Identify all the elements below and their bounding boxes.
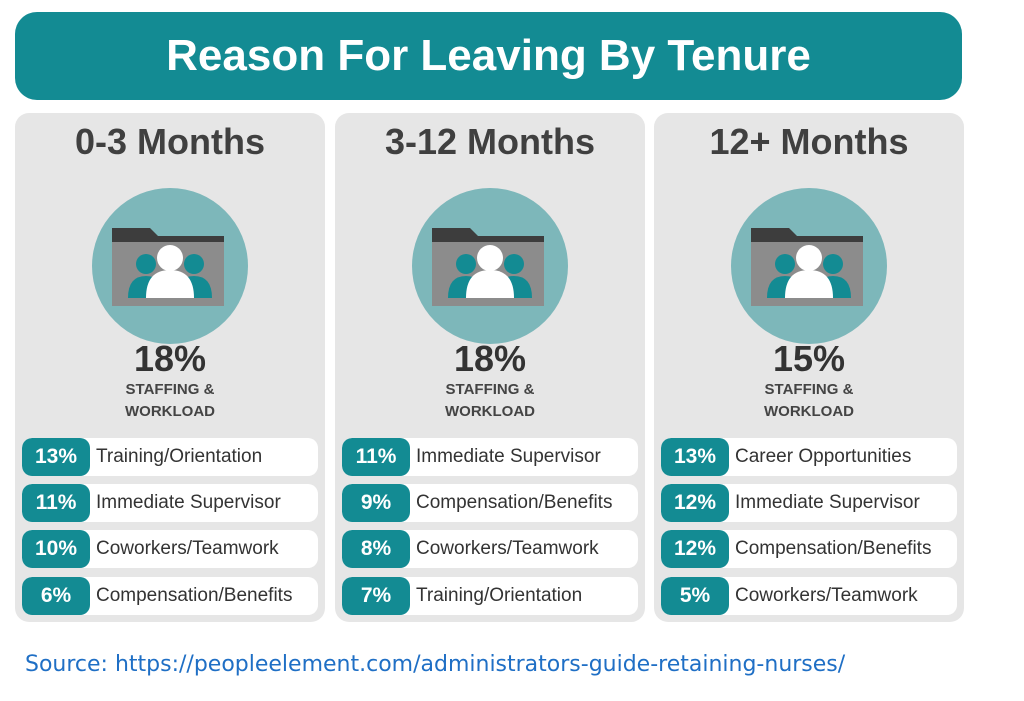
reason-row: 5% Coworkers/Teamwork xyxy=(661,577,957,615)
reason-percent: 6% xyxy=(22,577,90,615)
tenure-title: 12+ Months xyxy=(709,121,909,162)
reason-label: Compensation/Benefits xyxy=(735,538,932,559)
reason-label: Immediate Supervisor xyxy=(96,492,281,513)
reason-percent: 13% xyxy=(22,438,90,476)
reason-row: 12% Compensation/Benefits xyxy=(661,530,957,568)
top-percent: 15% xyxy=(772,338,846,379)
tenure-column: 0-3 Months 18% STAFFING & WORKLOAD 13% Traini… xyxy=(15,113,325,622)
folder-icon xyxy=(92,188,248,344)
tenure-column: 12+ Months 15% STAFFING & WORKLOAD 13% Career… xyxy=(654,113,964,622)
reason-percent: 8% xyxy=(342,530,410,568)
top-label: WORKLOAD xyxy=(125,403,215,420)
reason-percent: 13% xyxy=(661,438,729,476)
top-label: WORKLOAD xyxy=(764,403,854,420)
top-label: STAFFING & xyxy=(445,381,535,398)
reason-row: 9% Compensation/Benefits xyxy=(342,484,638,522)
reason-percent: 11% xyxy=(342,438,410,476)
reason-percent: 5% xyxy=(661,577,729,615)
reason-row: 13% Training/Orientation xyxy=(22,438,318,476)
reason-row: 6% Compensation/Benefits xyxy=(22,577,318,615)
reason-label: Compensation/Benefits xyxy=(416,492,613,513)
folder-icon xyxy=(412,188,568,344)
top-label: STAFFING & xyxy=(125,381,215,398)
tenure-title: 0-3 Months xyxy=(74,121,265,162)
reason-percent: 10% xyxy=(22,530,90,568)
reason-label: Compensation/Benefits xyxy=(96,585,293,606)
reason-percent: 12% xyxy=(661,530,729,568)
reason-row: 8% Coworkers/Teamwork xyxy=(342,530,638,568)
reason-label: Coworkers/Teamwork xyxy=(416,538,599,559)
top-percent: 18% xyxy=(133,338,207,379)
tenure-title: 3-12 Months xyxy=(384,121,596,162)
reason-label: Immediate Supervisor xyxy=(735,492,920,513)
reason-row: 10% Coworkers/Teamwork xyxy=(22,530,318,568)
tenure-column: 3-12 Months 18% STAFFING & WORKLOAD 11% Immed… xyxy=(335,113,645,622)
reason-row: 12% Immediate Supervisor xyxy=(661,484,957,522)
top-percent: 18% xyxy=(453,338,527,379)
reason-row: 11% Immediate Supervisor xyxy=(22,484,318,522)
reason-percent: 7% xyxy=(342,577,410,615)
reason-percent: 9% xyxy=(342,484,410,522)
top-label: STAFFING & xyxy=(764,381,854,398)
reason-label: Career Opportunities xyxy=(735,446,912,467)
reason-label: Coworkers/Teamwork xyxy=(96,538,279,559)
reason-label: Coworkers/Teamwork xyxy=(735,585,918,606)
reason-percent: 11% xyxy=(22,484,90,522)
reason-percent: 12% xyxy=(661,484,729,522)
source: Source: https://peopleelement.com/admini… xyxy=(25,652,846,677)
reason-row: 13% Career Opportunities xyxy=(661,438,957,476)
reason-row: 11% Immediate Supervisor xyxy=(342,438,638,476)
header-title: Reason For Leaving By Tenure xyxy=(15,12,962,100)
reason-row: 7% Training/Orientation xyxy=(342,577,638,615)
folder-icon xyxy=(731,188,887,344)
top-label: WORKLOAD xyxy=(445,403,535,420)
reason-label: Training/Orientation xyxy=(96,446,263,467)
reason-label: Immediate Supervisor xyxy=(416,446,601,467)
reason-label: Training/Orientation xyxy=(416,585,583,606)
